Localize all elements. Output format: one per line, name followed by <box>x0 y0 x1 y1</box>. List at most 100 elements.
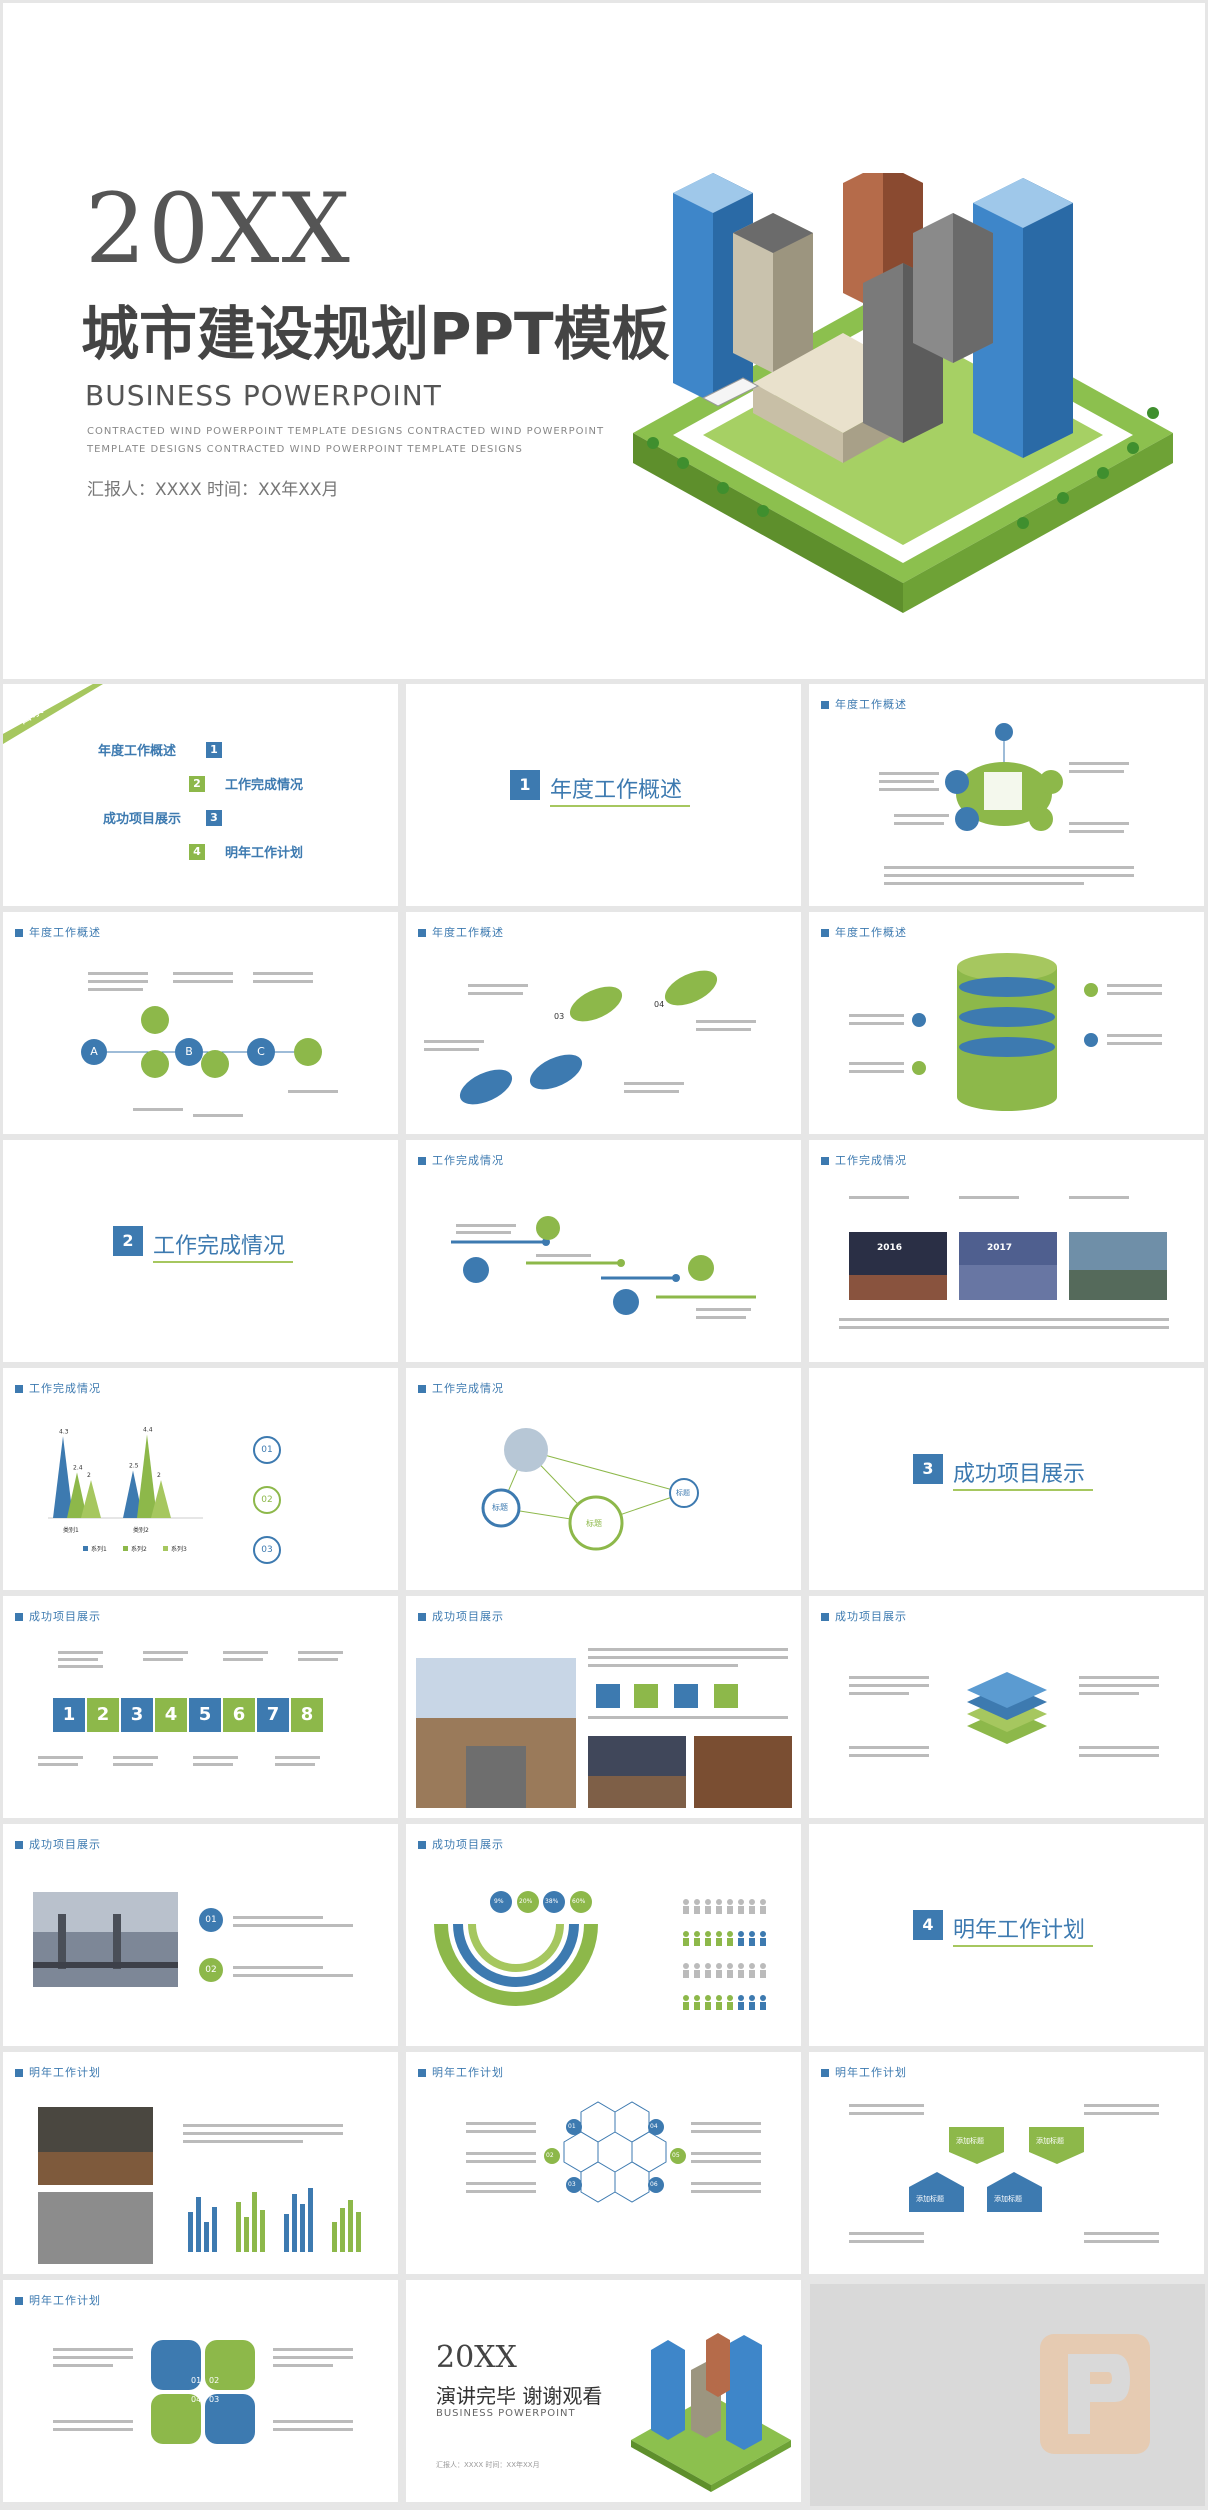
bridge-photo-slide[interactable]: 成功项目展示 01 02 <box>3 1824 398 2046</box>
mini-bar <box>260 2210 265 2252</box>
point-01: 01 <box>199 1908 223 1932</box>
slide-header: 年度工作概述 <box>418 924 504 940</box>
toc-item-3[interactable]: 成功项目展示 <box>103 812 182 827</box>
ending-reporter: 汇报人：XXXX 时间：XX年XX月 <box>436 2461 540 2469</box>
person-icon <box>683 1899 689 1905</box>
person-icon <box>760 1963 766 1969</box>
toc-num-3: 3 <box>206 810 222 826</box>
cone-bar <box>53 1436 73 1518</box>
person-icon-body <box>694 1938 700 1946</box>
footprint-label-04: 04 <box>654 1000 665 1009</box>
person-icon-body <box>683 2002 689 2010</box>
arc-chart <box>434 1891 766 2010</box>
person-icon <box>760 1995 766 2001</box>
cone-chart-slide[interactable]: 工作完成情况 4.3 2.4 2 类别1 2.5 4.4 2 类别2 系列1 系列2 系列3 01 … <box>3 1368 398 1590</box>
slide-header: 工作完成情况 <box>15 1380 101 1396</box>
node-c: C <box>247 1038 275 1066</box>
section-3-underline <box>953 1489 1093 1491</box>
steps-text <box>38 1651 343 1766</box>
node-title-2: 标题 <box>586 1519 602 1528</box>
cover-small-text: CONTRACTED WIND POWERPOINT TEMPLATE DESI… <box>87 423 607 459</box>
arc-people-slide[interactable]: 成功项目展示 9% 20% 38% 60% <box>406 1824 801 2046</box>
section-2-underline <box>153 1261 293 1263</box>
section-3-slide[interactable]: 3 成功项目展示 <box>809 1368 1204 1590</box>
person-icon <box>716 1899 722 1905</box>
quad-02: 02 <box>209 2376 220 2385</box>
slide-header: 明年工作计划 <box>15 2064 101 2080</box>
abc-diagram <box>88 972 338 1117</box>
layers-slide[interactable]: 成功项目展示 <box>809 1596 1204 1818</box>
point-02: 02 <box>199 1958 223 1982</box>
node-b: B <box>175 1038 203 1066</box>
person-icon-body <box>749 1906 755 1914</box>
quadrant-slide[interactable]: 明年工作计划 01 02 04 03 <box>3 2280 398 2502</box>
network-slide[interactable]: 工作完成情况 标题 标题 标题 <box>406 1368 801 1590</box>
arrows-slide[interactable]: 明年工作计划 添加标题 添加标题 添加标题 添加标题 <box>809 2052 1204 2274</box>
category-label: 类别1 <box>63 1526 79 1534</box>
quad-03: 03 <box>209 2395 220 2404</box>
photos-bars-slide[interactable]: 明年工作计划 <box>3 2052 398 2274</box>
overview-hub-slide[interactable]: 年度工作概述 <box>809 684 1204 906</box>
section-2-slide[interactable]: 2 工作完成情况 <box>3 1140 398 1362</box>
hex-05: 05 <box>672 2152 680 2159</box>
timeline-slide[interactable]: 工作完成情况 <box>406 1140 801 1362</box>
person-icon-body <box>716 1970 722 1978</box>
timeline-diagram <box>451 1216 756 1319</box>
section-4-slide[interactable]: 4 明年工作计划 <box>809 1824 1204 2046</box>
section-1-slide[interactable]: 1 年度工作概述 <box>406 684 801 906</box>
mini-bar <box>300 2204 305 2252</box>
person-icon <box>683 1931 689 1937</box>
hex-06: 06 <box>650 2181 658 2188</box>
person-icon-body <box>749 1938 755 1946</box>
toc-item-1[interactable]: 年度工作概述 <box>98 744 177 759</box>
person-icon <box>738 1899 744 1905</box>
toc-decoration <box>3 684 103 774</box>
ending-title: 演讲完毕 谢谢观看 <box>436 2384 603 2408</box>
hex-02: 02 <box>546 2152 554 2159</box>
person-icon-body <box>683 1938 689 1946</box>
cone-chart: 4.3 2.4 2 类别1 2.5 4.4 2 类别2 系列1 系列2 系列3 <box>48 1426 203 1553</box>
cover-slide[interactable]: 20XX 城市建设规划PPT模板 BUSINESS POWERPOINT CON… <box>3 3 1205 679</box>
toc-slide[interactable]: 目录 年度工作概述 1 2 工作完成情况 成功项目展示 3 4 明年工作计划 <box>3 684 398 906</box>
mini-bar <box>348 2200 353 2252</box>
quadrant-diagram <box>53 2340 353 2444</box>
person-icon-body <box>738 1938 744 1946</box>
abc-bubble-slide[interactable]: 年度工作概述 A B C <box>3 912 398 1134</box>
step-block: 3 <box>121 1698 153 1732</box>
arc-pct-1: 9% <box>494 1898 504 1905</box>
arrows-diagram <box>849 2104 1159 2243</box>
cover-year: 20XX <box>85 173 352 285</box>
section-4-number: 4 <box>913 1910 943 1940</box>
mini-bar <box>236 2202 241 2252</box>
cylinder-stack-slide[interactable]: 年度工作概述 <box>809 912 1204 1134</box>
cone-data-label: 2 <box>87 1472 91 1479</box>
person-icon <box>694 1931 700 1937</box>
footprints-slide[interactable]: 年度工作概述 03 04 <box>406 912 801 1134</box>
ending-slide[interactable]: 20XX 演讲完毕 谢谢观看 BUSINESS POWERPOINT 汇报人：X… <box>406 2280 801 2502</box>
city-photos-slide[interactable]: 工作完成情况 2016 2017 <box>809 1140 1204 1362</box>
toc-item-4[interactable]: 明年工作计划 <box>225 846 304 861</box>
photo-icons-slide[interactable]: 成功项目展示 <box>406 1596 801 1818</box>
hexagon-diagram <box>466 2101 761 2203</box>
cone-bar <box>151 1480 171 1518</box>
step-block: 6 <box>223 1698 255 1732</box>
person-icon-body <box>705 1970 711 1978</box>
person-icon <box>749 1931 755 1937</box>
toc-item-2[interactable]: 工作完成情况 <box>225 778 304 793</box>
mini-bar <box>292 2194 297 2252</box>
person-icon <box>727 1899 733 1905</box>
mini-bar <box>196 2197 201 2252</box>
cone-bar <box>81 1480 101 1518</box>
mini-bar <box>340 2208 345 2252</box>
person-icon-body <box>694 2002 700 2010</box>
person-icon <box>760 1931 766 1937</box>
hexagon-slide[interactable]: 明年工作计划 0 <box>406 2052 801 2274</box>
person-icon-body <box>738 1970 744 1978</box>
person-icon <box>749 1995 755 2001</box>
legend-swatch <box>83 1546 88 1551</box>
section-1-underline <box>550 805 690 807</box>
node-title-1: 标题 <box>492 1503 508 1512</box>
cone-data-label: 2.5 <box>129 1463 139 1470</box>
ending-subtitle: BUSINESS POWERPOINT <box>436 2408 576 2419</box>
